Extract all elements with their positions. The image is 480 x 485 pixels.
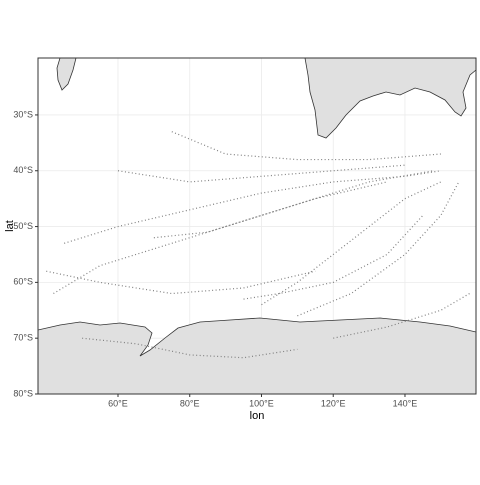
madagascar <box>56 58 77 91</box>
y-tick-label: 50°S <box>13 221 33 231</box>
land <box>38 58 476 394</box>
x-axis-title: lon <box>250 410 265 422</box>
track <box>261 181 442 306</box>
y-axis-title: lat <box>4 220 16 232</box>
x-tick-label: 140°E <box>393 398 418 408</box>
tracks <box>46 131 470 359</box>
x-tick-label: 120°E <box>321 398 346 408</box>
australia <box>304 58 476 139</box>
antarctica <box>38 317 476 394</box>
track <box>243 214 424 300</box>
track <box>64 170 441 244</box>
y-tick-label: 80°S <box>13 388 33 398</box>
y-tick-label: 60°S <box>13 277 33 287</box>
panel-border <box>37 57 477 395</box>
x-tick-label: 60°E <box>108 398 128 408</box>
track <box>82 337 298 359</box>
y-tick-label: 70°S <box>13 333 33 343</box>
y-tick-label: 40°S <box>13 165 33 175</box>
y-tick-label: 30°S <box>13 109 33 119</box>
x-tick-label: 100°E <box>249 398 274 408</box>
track <box>171 131 441 161</box>
x-tick-label: 80°E <box>180 398 200 408</box>
track <box>46 270 316 295</box>
track <box>297 181 460 317</box>
track <box>53 170 434 295</box>
